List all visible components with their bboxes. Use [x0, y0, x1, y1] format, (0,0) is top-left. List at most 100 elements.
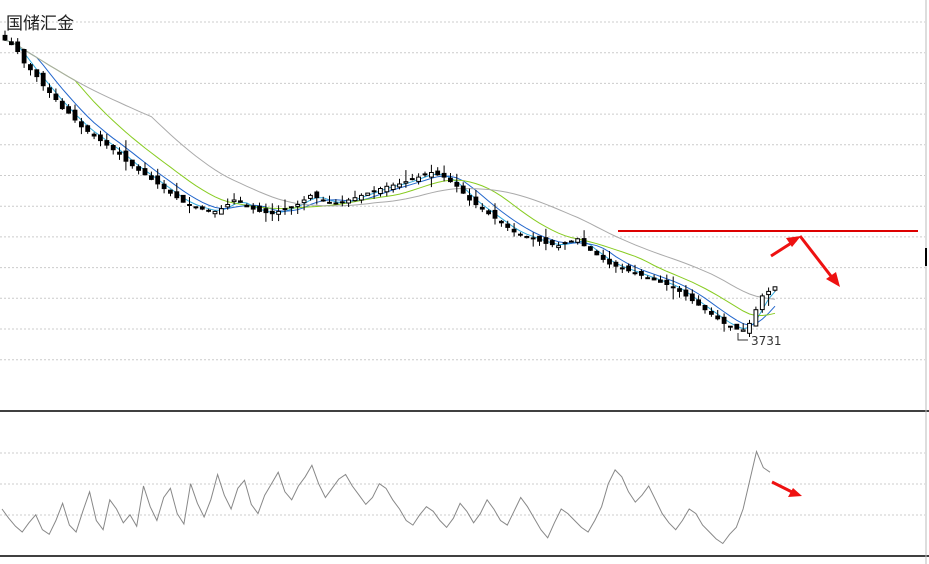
candle-body	[499, 220, 504, 224]
candle-body	[530, 237, 536, 240]
candle	[454, 173, 460, 193]
arrow-down-right-head	[826, 272, 840, 287]
candle-body	[327, 201, 332, 204]
candle	[594, 249, 600, 256]
candle	[289, 206, 294, 215]
candle-body	[454, 181, 460, 187]
candle	[537, 235, 542, 246]
candle	[47, 83, 52, 98]
candle-body	[308, 194, 313, 199]
candle	[683, 285, 689, 301]
candle-body	[600, 254, 606, 260]
moving-averages	[4, 39, 776, 330]
indicator-arrow	[771, 480, 795, 495]
candle	[301, 196, 307, 211]
candle	[149, 171, 154, 181]
candle	[639, 269, 644, 280]
candle-body	[180, 194, 186, 203]
candle-body	[136, 166, 141, 171]
candle	[199, 205, 205, 211]
candle-body	[721, 316, 727, 324]
candle-body	[683, 289, 689, 297]
candle	[397, 178, 402, 190]
candle	[518, 232, 523, 237]
candle	[492, 203, 498, 225]
candle-body	[98, 134, 103, 142]
candle	[34, 69, 40, 82]
candle-body	[339, 201, 345, 204]
candle	[753, 306, 759, 327]
candle	[346, 197, 352, 207]
candle	[416, 173, 422, 185]
candle	[327, 195, 332, 204]
candle	[435, 167, 441, 176]
candle-body	[403, 181, 409, 184]
candle	[168, 189, 173, 197]
candle-body	[441, 172, 447, 178]
candle-body	[47, 87, 52, 94]
candle-body	[263, 208, 269, 214]
candle-body	[149, 175, 154, 180]
candle	[9, 37, 14, 46]
low-marker	[737, 333, 748, 341]
candle	[378, 186, 383, 197]
candle	[231, 193, 237, 205]
candle	[715, 310, 721, 321]
candle	[562, 241, 568, 250]
candle-body	[40, 72, 46, 87]
candle-body	[588, 246, 593, 251]
candle-body	[110, 145, 116, 151]
candle-body	[155, 175, 161, 185]
candle	[21, 48, 27, 68]
candle	[53, 88, 59, 102]
candle-body	[365, 192, 371, 196]
candle	[505, 220, 511, 231]
candle-body	[772, 286, 778, 291]
indicator-arrow-head	[788, 488, 802, 497]
candle	[569, 240, 574, 243]
candle-body	[333, 202, 339, 205]
candle-body	[371, 190, 377, 193]
candle-body	[651, 277, 657, 281]
candle-body	[129, 159, 135, 167]
candle-body	[607, 258, 612, 265]
candle-body	[257, 205, 262, 212]
candle	[155, 168, 161, 189]
candle	[85, 124, 91, 134]
candle-body	[2, 34, 8, 41]
candle-body	[352, 197, 358, 202]
annotations	[618, 230, 918, 341]
candle-body	[562, 242, 568, 245]
candle-body	[59, 100, 65, 110]
candle	[123, 140, 129, 171]
candle	[613, 260, 619, 273]
candle	[422, 171, 428, 177]
candle	[384, 182, 390, 197]
candle	[66, 104, 71, 114]
candle-body	[486, 210, 492, 215]
candle-body	[709, 311, 714, 315]
candle-body	[479, 206, 485, 210]
candle-body	[66, 106, 71, 114]
candle-body	[473, 196, 479, 206]
candle	[117, 147, 122, 160]
candle	[721, 313, 727, 332]
arrow-down-right	[798, 235, 836, 281]
candle	[664, 274, 670, 291]
candle	[581, 230, 587, 247]
candle-body	[238, 200, 243, 203]
candle	[359, 193, 364, 204]
low-price-label: 3731	[751, 334, 782, 348]
candle-body	[715, 315, 721, 320]
candle-body	[219, 208, 224, 215]
candle	[499, 220, 504, 227]
candle-body	[15, 41, 21, 52]
candle	[219, 205, 224, 215]
candle	[161, 180, 167, 194]
candle-body	[199, 206, 205, 210]
candle	[250, 203, 256, 214]
candle	[600, 249, 606, 263]
candle	[390, 182, 396, 193]
